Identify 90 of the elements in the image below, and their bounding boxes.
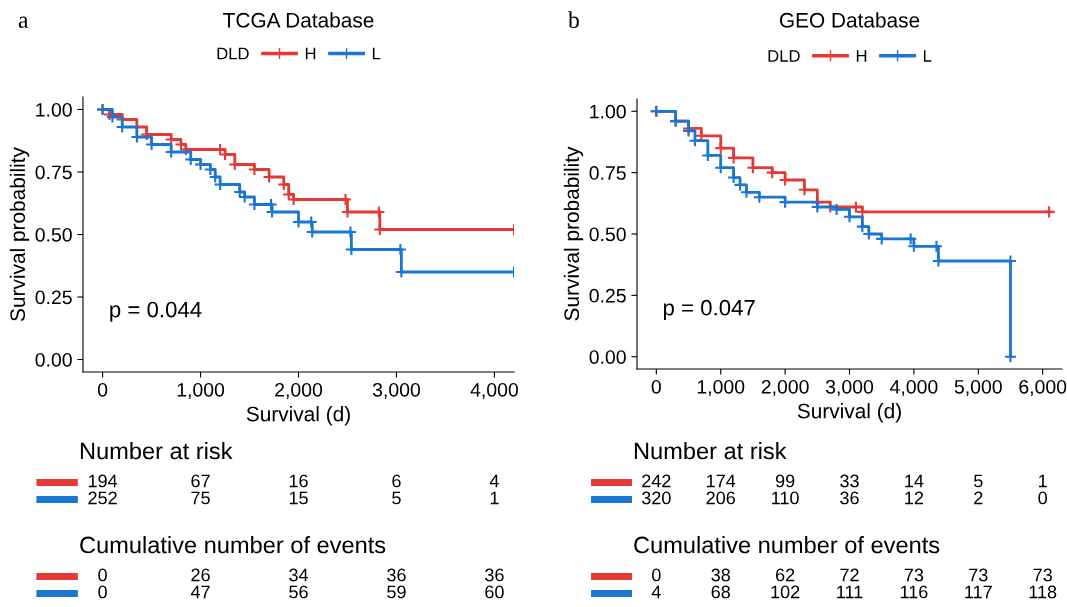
text: 4 — [489, 474, 499, 488]
y-tick-label: 0.25 — [589, 288, 626, 303]
x-tick-label: 2,000 — [761, 379, 809, 396]
text: 36 — [387, 568, 406, 582]
text: 56 — [289, 585, 308, 599]
text: Number at risk — [80, 441, 233, 460]
x-axis-title: Survival (d) — [246, 406, 350, 426]
text: 38 — [711, 568, 730, 582]
text: 1 — [490, 491, 499, 505]
text: Number at risk — [634, 441, 787, 460]
y-tick-label: 0.50 — [589, 227, 626, 242]
legend-title: DLD — [217, 47, 249, 60]
text: 2 — [974, 491, 983, 505]
text: 75 — [191, 491, 210, 505]
y-tick-label: 0.75 — [589, 166, 626, 180]
y-tick-label: 1.00 — [590, 104, 626, 119]
text: 47 — [190, 585, 210, 599]
text: Cumulative number of events — [80, 535, 386, 554]
annotation: p = 0.044 — [110, 301, 202, 322]
x-tick-label: 6,000 — [1019, 379, 1067, 396]
text: 206 — [706, 491, 735, 505]
y-axis-title: Survival probability — [9, 147, 30, 321]
text: 12 — [905, 491, 924, 505]
legend-title: DLD — [768, 50, 800, 62]
text: 320 — [641, 491, 671, 505]
x-tick-label: 0 — [97, 382, 108, 397]
text: 99 — [775, 474, 795, 488]
text: 16 — [289, 474, 308, 488]
text: 14 — [905, 474, 924, 488]
text: Cumulative number of events — [634, 535, 940, 554]
y-axis-title: Survival probability — [563, 146, 584, 321]
legend-label: L — [923, 50, 932, 62]
y-tick-label: 0.00 — [589, 350, 626, 364]
annotation: p = 0.047 — [663, 299, 755, 320]
text: 73 — [904, 568, 924, 582]
text: 34 — [289, 568, 309, 582]
x-tick-label: 2,000 — [275, 382, 323, 399]
text: 6 — [392, 474, 401, 488]
text: 67 — [191, 474, 210, 488]
y-tick-label: 0.00 — [35, 352, 72, 367]
text: a — [18, 16, 29, 28]
text: 72 — [840, 568, 859, 582]
x-tick-label: 4,000 — [890, 379, 938, 396]
y-tick-label: 1.00 — [36, 102, 72, 117]
text: 36 — [485, 568, 504, 582]
text: 73 — [969, 568, 988, 582]
legend-label: H — [305, 47, 316, 60]
text: 0 — [1038, 491, 1047, 505]
text: 194 — [88, 474, 118, 488]
text: 60 — [485, 585, 504, 599]
text: 4 — [651, 585, 661, 599]
text: 110 — [772, 491, 799, 505]
text: 242 — [642, 474, 671, 488]
text: 117 — [965, 585, 992, 599]
text: 26 — [191, 568, 210, 582]
y-tick-label: 0.75 — [35, 165, 72, 180]
chart-title: TCGA Database — [223, 12, 374, 28]
legend-label: L — [372, 47, 381, 60]
text: 252 — [88, 491, 117, 505]
text: 15 — [289, 491, 308, 505]
x-axis-title: Survival (d) — [797, 403, 901, 423]
text: 36 — [840, 491, 859, 505]
text: 5 — [392, 491, 401, 505]
text: 0 — [652, 568, 661, 582]
text: 118 — [1029, 585, 1057, 599]
text: 0 — [98, 568, 107, 582]
text: 111 — [837, 585, 863, 599]
text: 116 — [900, 585, 928, 599]
y-tick-label: 0.50 — [35, 227, 72, 242]
chart-title: GEO Database — [779, 12, 920, 28]
text: 73 — [1033, 568, 1052, 582]
text: 0 — [98, 585, 107, 599]
text: 1 — [1039, 474, 1047, 488]
text: 59 — [387, 585, 406, 599]
x-tick-label: 0 — [651, 379, 661, 394]
text: 68 — [711, 585, 730, 599]
x-tick-label: 3,000 — [372, 382, 421, 399]
text: 5 — [973, 474, 983, 488]
text: b — [568, 11, 579, 28]
x-tick-label: 4,000 — [470, 382, 518, 399]
text: 174 — [707, 474, 736, 488]
x-tick-label: 1,000 — [697, 379, 745, 396]
x-tick-label: 5,000 — [954, 379, 1002, 396]
y-tick-label: 0.25 — [35, 290, 72, 305]
text: 62 — [775, 568, 795, 582]
text: 33 — [840, 474, 859, 488]
legend-label: H — [856, 50, 867, 62]
x-tick-label: 3,000 — [825, 379, 874, 396]
x-tick-label: 1,000 — [177, 382, 225, 399]
text: 102 — [771, 585, 800, 599]
